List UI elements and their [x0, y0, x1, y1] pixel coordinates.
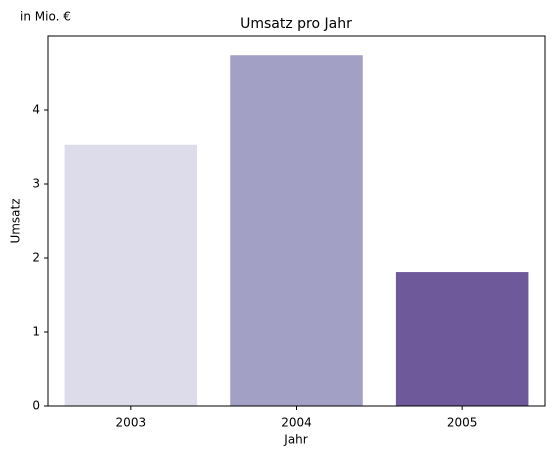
- chart-title: Umsatz pro Jahr: [240, 16, 352, 32]
- y-axis-label: Umsatz: [9, 198, 23, 243]
- bar: [395, 272, 529, 406]
- y-tick-label: 2: [32, 251, 40, 265]
- bar: [230, 55, 363, 407]
- y-tick-label: 0: [32, 399, 40, 413]
- bar: [64, 144, 198, 406]
- x-tick-label: 2004: [281, 416, 312, 430]
- annotation: in Mio. €: [20, 10, 71, 24]
- x-axis-label: Jahr: [283, 433, 307, 447]
- x-tick-label: 2003: [116, 416, 147, 430]
- y-tick-label: 1: [32, 325, 40, 339]
- y-tick-label: 3: [32, 177, 40, 191]
- y-tick-label: 4: [32, 103, 40, 117]
- plot-frame: [47, 35, 546, 407]
- x-tick-label: 2005: [447, 416, 478, 430]
